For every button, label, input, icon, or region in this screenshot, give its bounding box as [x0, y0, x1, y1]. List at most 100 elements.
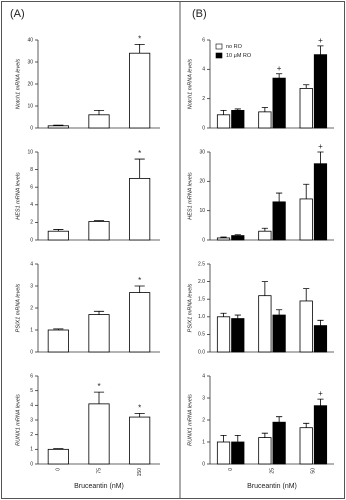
y-tick-label: 2	[202, 417, 205, 423]
y-tick-label: 0	[202, 125, 205, 131]
y-tick-label: 4	[30, 403, 33, 409]
y-tick-label: 4	[202, 67, 205, 73]
y-tick-label: 4	[202, 373, 205, 379]
bar	[47, 329, 69, 353]
y-tick-label: 0.5	[198, 332, 205, 338]
error-bar	[93, 220, 105, 222]
significance-marker: *	[138, 35, 141, 44]
significance-marker: +	[277, 64, 282, 73]
y-tick-label: 5	[30, 388, 33, 394]
bar	[47, 448, 69, 465]
error-bar	[234, 435, 241, 442]
significance-marker: +	[318, 389, 323, 398]
error-bar	[303, 288, 310, 301]
y-tick-label: 2	[30, 220, 33, 226]
y-axis-label: HES1 mRNA levels	[15, 172, 21, 220]
bar	[272, 314, 286, 353]
y-tick-label: 1	[30, 327, 33, 333]
bar	[299, 300, 313, 353]
error-bar	[317, 151, 324, 164]
x-tick-label: 25	[269, 468, 275, 474]
error-bar	[134, 44, 145, 54]
bar	[299, 427, 313, 465]
bar	[47, 230, 69, 241]
bar	[313, 163, 328, 241]
error-bar	[93, 110, 105, 115]
error-bar	[53, 229, 64, 232]
bar	[299, 198, 313, 241]
x-tick-label: 150	[137, 468, 143, 477]
x-tick-label: 0	[228, 468, 234, 471]
error-bar	[303, 422, 310, 428]
error-bar	[261, 281, 268, 296]
bar	[231, 318, 245, 353]
y-tick-label: 2	[30, 305, 33, 311]
error-bar	[261, 107, 268, 112]
y-axis-label: Notch1 mRNA levels	[15, 58, 21, 109]
bar	[88, 314, 110, 353]
bar	[272, 421, 286, 465]
y-tick-label: 2.5	[198, 261, 205, 267]
y-axis-label: RUNX1 mRNA levels	[15, 394, 21, 446]
error-bar	[261, 432, 268, 438]
error-bar	[220, 312, 227, 317]
error-bar	[220, 435, 227, 442]
error-bar	[53, 328, 64, 330]
y-axis-label: Notch1 mRNA levels	[187, 58, 193, 109]
y-tick-label: 1	[202, 439, 205, 445]
y-tick-label: 6	[30, 185, 33, 191]
y-axis-label: PSIX1 mRNA levels	[15, 283, 21, 332]
significance-marker: *	[138, 149, 141, 158]
error-bar	[276, 192, 283, 202]
bar	[88, 221, 110, 241]
error-bar	[220, 110, 227, 115]
error-bar	[234, 234, 241, 236]
y-tick-label: 40	[27, 37, 33, 43]
y-tick-label: 20	[27, 81, 33, 87]
y-tick-label: 3	[30, 283, 33, 289]
error-bar	[234, 108, 241, 111]
bar	[216, 441, 231, 465]
error-bar	[93, 391, 105, 404]
error-bar	[134, 285, 145, 293]
legend-swatch	[215, 43, 223, 50]
bar	[313, 54, 328, 129]
y-tick-label: 3	[202, 395, 205, 401]
y-axis-label: RUNX1 mRNA levels	[187, 394, 193, 446]
bar	[216, 237, 231, 241]
y-tick-label: 4	[30, 202, 33, 208]
error-bar	[234, 314, 241, 319]
y-tick-label: 8	[30, 167, 33, 173]
y-tick-label: 0	[30, 237, 33, 243]
significance-marker: *	[138, 276, 141, 285]
x-tick-label: 0	[56, 468, 62, 471]
y-tick-label: 10	[199, 208, 205, 214]
y-tick-label: 3	[30, 417, 33, 423]
y-tick-label: 30	[27, 59, 33, 65]
y-tick-label: 0	[30, 349, 33, 355]
y-tick-label: 0	[30, 461, 33, 467]
bar	[88, 403, 110, 465]
y-tick-label: 2.0	[198, 279, 205, 285]
y-tick-label: 0	[202, 461, 205, 467]
bar	[272, 201, 286, 241]
bar	[258, 437, 272, 465]
x-tick-label: 75	[96, 468, 102, 474]
error-bar	[317, 45, 324, 55]
error-bar	[53, 448, 64, 450]
bar	[129, 177, 151, 241]
bar	[299, 88, 313, 129]
y-axis-label: HES1 mRNA levels	[187, 172, 193, 220]
significance-marker: *	[138, 404, 141, 413]
y-tick-label: 0.0	[198, 349, 205, 355]
error-bar	[276, 416, 283, 423]
bar	[216, 114, 231, 129]
bar	[129, 416, 151, 465]
y-tick-label: 0	[30, 125, 33, 131]
error-bar	[317, 398, 324, 406]
x-axis-label: Bruceantin (nM)	[74, 483, 124, 490]
y-tick-label: 2	[30, 432, 33, 438]
